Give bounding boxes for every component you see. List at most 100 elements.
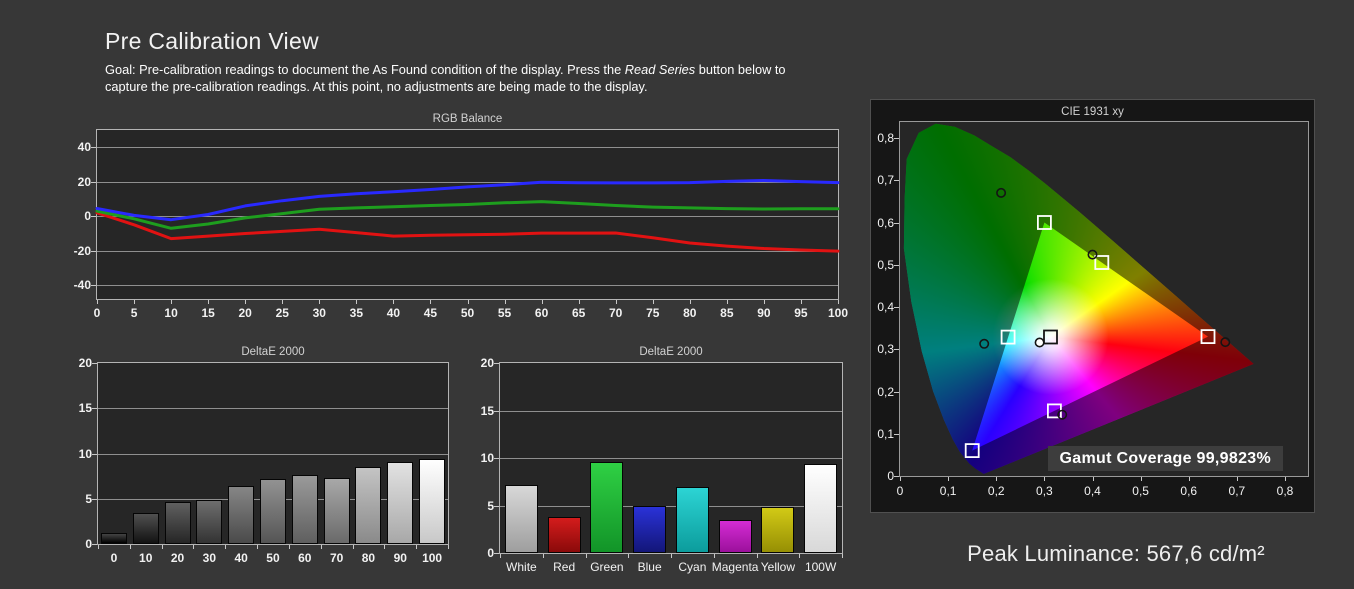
y-axis-label: 0,7 [877, 173, 894, 188]
cie-diagram: 0 0 0,1 0,1 0,2 0,2 0,3 0,3 0,4 0,4 0,5 0,5 0,6 0,6 0,… [877, 121, 1309, 498]
x-axis-label: 15 [201, 306, 215, 320]
x-tick [713, 554, 715, 558]
cie-title: CIE 1931 xy [1061, 106, 1124, 118]
x-tick [900, 477, 901, 481]
x-axis-label: 30 [202, 551, 217, 565]
y-axis-label: 0,6 [877, 215, 894, 230]
y-tick [894, 349, 899, 351]
x-axis-label: 85 [720, 306, 734, 320]
target-square-red [1200, 329, 1216, 345]
x-tick [541, 300, 543, 304]
y-tick [894, 391, 899, 393]
x-axis-label: 70 [329, 551, 344, 565]
bar-30 [196, 499, 223, 544]
y-axis-label: 15 [78, 401, 92, 416]
x-axis-label: 100 [827, 306, 849, 320]
x-tick [585, 554, 587, 558]
x-axis-label: 0,7 [1228, 484, 1246, 498]
y-tick [91, 216, 96, 218]
x-tick [689, 300, 691, 304]
x-tick [948, 477, 950, 481]
y-axis-label: 0,2 [877, 384, 894, 399]
bar-Magenta [718, 519, 752, 553]
x-axis-label: 0,2 [987, 484, 1005, 498]
y-axis-label: 20 [480, 356, 494, 370]
x-axis-label: 0 [896, 484, 904, 498]
x-axis-label: 50 [460, 306, 475, 320]
gridline [97, 250, 838, 252]
gridline [98, 453, 448, 455]
target-square-blue [964, 443, 980, 459]
y-axis-label: 15 [480, 403, 494, 418]
x-tick [756, 554, 758, 558]
x-axis-label: 0,6 [1180, 484, 1198, 498]
x-tick [288, 545, 290, 549]
x-axis-label: 60 [298, 551, 312, 565]
x-axis-label: 40 [234, 551, 248, 565]
bar-Cyan [675, 486, 709, 553]
bar-100 [419, 458, 446, 544]
x-axis-label: Yellow [760, 560, 795, 574]
x-axis-label: 0 [110, 551, 118, 565]
x-tick [1188, 477, 1190, 481]
y-axis-label: 0,4 [877, 300, 894, 314]
x-tick [842, 554, 843, 558]
x-axis-label: 25 [275, 306, 289, 320]
x-axis-label: Magenta [711, 560, 759, 574]
x-axis-label: 10 [164, 306, 178, 320]
y-tick [92, 408, 97, 410]
y-axis-label: 0,1 [877, 426, 894, 441]
x-tick [500, 554, 501, 558]
bar-70 [323, 477, 350, 544]
y-tick [894, 433, 899, 435]
rgb-balance-chart: RGB Balance 40 20 0 -20 -40 0 5 10 15 20 25 30 35 40 4… [74, 113, 848, 320]
target-square-green [1036, 215, 1052, 230]
measured-point-cyan [979, 338, 990, 349]
gridline [97, 216, 838, 218]
x-tick [628, 554, 630, 558]
y-axis-label: 0,5 [877, 257, 894, 272]
x-tick [1092, 477, 1094, 481]
x-axis-label: 45 [423, 306, 438, 320]
x-tick [726, 300, 728, 304]
x-tick [393, 300, 395, 304]
x-tick [245, 300, 247, 304]
y-tick [494, 410, 499, 412]
y-tick [92, 544, 97, 545]
y-tick [494, 363, 499, 364]
x-tick [257, 545, 259, 549]
gridline [97, 181, 838, 183]
x-axis-label: 50 [266, 551, 280, 565]
y-tick [894, 222, 899, 224]
x-axis-label: 90 [757, 306, 771, 320]
y-tick [92, 363, 97, 364]
goal-line1-end: button below to [695, 62, 786, 77]
y-axis-label: -40 [73, 278, 91, 293]
x-tick [671, 554, 672, 558]
cie-panel: CIE 1931 xy 0 0 0,1 0,1 0,2 0,2 0,3 0,3 0,4 0,4 0,… [870, 99, 1315, 513]
series-line-green [95, 200, 840, 230]
y-axis-label: 5 [85, 491, 92, 506]
x-axis-label: 40 [386, 306, 401, 320]
cie-overlay-svg [903, 123, 1254, 474]
bar-10 [132, 513, 159, 544]
y-axis-label: 0,3 [877, 342, 894, 357]
bar-20 [164, 502, 191, 544]
target-square-white [1043, 329, 1058, 345]
x-tick [384, 545, 386, 549]
x-tick [134, 300, 136, 304]
bar-Yellow [761, 507, 795, 553]
bar-90 [387, 461, 414, 544]
x-axis-label: Cyan [678, 560, 707, 574]
deltae-colors-chart: DeltaE 2000 0 5 10 15 20 White Red Green Blue Cya… [481, 346, 843, 574]
x-axis-label: 80 [361, 551, 376, 565]
measured-point-green [996, 187, 1007, 198]
x-tick [504, 300, 506, 304]
y-tick [894, 307, 899, 308]
x-axis-label: 70 [609, 306, 623, 320]
x-tick [225, 545, 227, 549]
bar-50 [260, 478, 286, 544]
x-tick [161, 545, 163, 549]
y-tick [92, 498, 97, 500]
